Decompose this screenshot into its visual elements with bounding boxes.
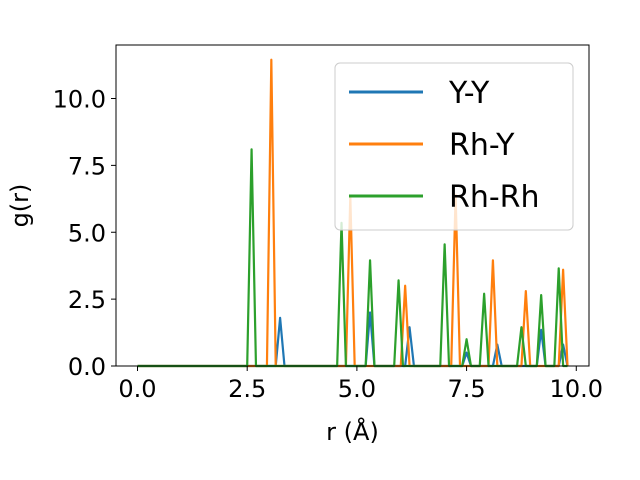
- y-tick-label: 5.0: [68, 219, 106, 247]
- x-axis: 0.0 2.5 5.0 7.5 10.0: [118, 366, 603, 403]
- x-axis-label: r (Å): [326, 417, 379, 446]
- y-axis: 0.0 2.5 5.0 7.5 10.0: [53, 86, 116, 381]
- x-tick-label: 7.5: [447, 375, 485, 403]
- x-tick-label: 0.0: [118, 375, 156, 403]
- legend-box: [334, 62, 574, 231]
- y-tick-label: 10.0: [53, 86, 106, 114]
- legend-label-rh-rh: Rh-Rh: [449, 180, 540, 215]
- x-tick-label: 5.0: [338, 375, 376, 403]
- plot-frame: [115, 44, 590, 367]
- x-tick-label: 10.0: [550, 375, 603, 403]
- y-tick-label: 7.5: [68, 152, 106, 180]
- y-tick-label: 2.5: [68, 286, 106, 314]
- x-tick-label: 2.5: [228, 375, 266, 403]
- legend-label-y-y: Y-Y: [448, 76, 490, 111]
- y-tick-label: 0.0: [68, 353, 106, 381]
- legend-label-rh-y: Rh-Y: [449, 128, 515, 163]
- legend: Y-Y Rh-Y Rh-Rh: [334, 62, 574, 231]
- y-axis-label: g(r): [6, 184, 34, 228]
